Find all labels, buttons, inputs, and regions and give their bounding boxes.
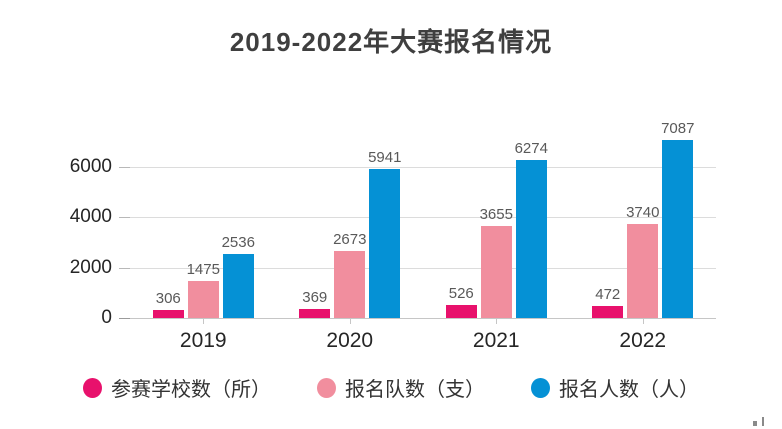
legend-swatch-icon (83, 377, 102, 398)
legend-label: 报名人数（人） (559, 379, 699, 401)
bar (152, 310, 184, 318)
bar (480, 226, 512, 318)
bar-value-label: 3655 (479, 206, 513, 224)
x-axis-label: 2019 (179, 329, 227, 352)
bar (222, 254, 254, 318)
bar-value-label: 7087 (661, 119, 695, 137)
x-axis-tick (642, 319, 644, 324)
bar-value-label: 2673 (333, 230, 367, 248)
x-axis-label: 2022 (619, 329, 667, 352)
gridline (130, 217, 716, 219)
x-axis-line (130, 318, 716, 319)
bar (515, 160, 547, 318)
bar (299, 308, 331, 318)
gridline (130, 267, 716, 269)
bar (334, 250, 366, 318)
bar (187, 280, 219, 318)
y-axis-label: 4000 (69, 206, 112, 228)
bar-value-label: 369 (302, 288, 328, 306)
y-axis-label: 0 (101, 307, 112, 328)
legend-item: 报名人数（人） (531, 373, 699, 402)
bar (592, 306, 624, 318)
legend-item: 报名队数（支） (317, 373, 485, 402)
y-axis-tick (119, 267, 130, 269)
y-axis-tick (119, 167, 130, 169)
bar-value-label: 526 (448, 284, 474, 302)
legend-label: 报名队数（支） (345, 379, 485, 401)
bar-value-label: 472 (595, 286, 621, 304)
legend-label: 参赛学校数（所） (111, 379, 271, 401)
x-axis-tick (496, 319, 498, 324)
legend-item: 参赛学校数（所） (83, 373, 271, 402)
chart-title: 2019-2022年大赛报名情况 (229, 27, 553, 57)
y-axis-tick (119, 318, 130, 319)
bar-value-label: 3740 (626, 203, 660, 221)
x-axis-tick (349, 319, 351, 324)
bar-value-label: 1475 (186, 260, 220, 278)
y-axis-tick (119, 217, 130, 219)
chart-legend: 参赛学校数（所） 报名队数（支） 报名人数（人） (0, 373, 782, 402)
legend-swatch-icon (531, 377, 550, 398)
bar-value-label: 306 (155, 290, 181, 308)
bar (369, 168, 401, 318)
bar-value-label: 2536 (221, 234, 255, 252)
bar-value-label: 5941 (368, 148, 402, 166)
x-axis-label: 2020 (326, 329, 374, 352)
legend-swatch-icon (317, 377, 336, 398)
gridline (130, 167, 716, 169)
x-axis-label: 2021 (472, 329, 520, 352)
bar (627, 223, 659, 318)
watermark-fragment (753, 421, 757, 426)
x-axis-tick (203, 319, 205, 324)
bar (445, 304, 477, 318)
bar (662, 139, 694, 318)
y-axis-label: 2000 (69, 256, 112, 278)
y-axis-label: 6000 (69, 156, 112, 178)
watermark-fragment (762, 417, 764, 426)
bar-value-label: 6274 (514, 140, 548, 158)
